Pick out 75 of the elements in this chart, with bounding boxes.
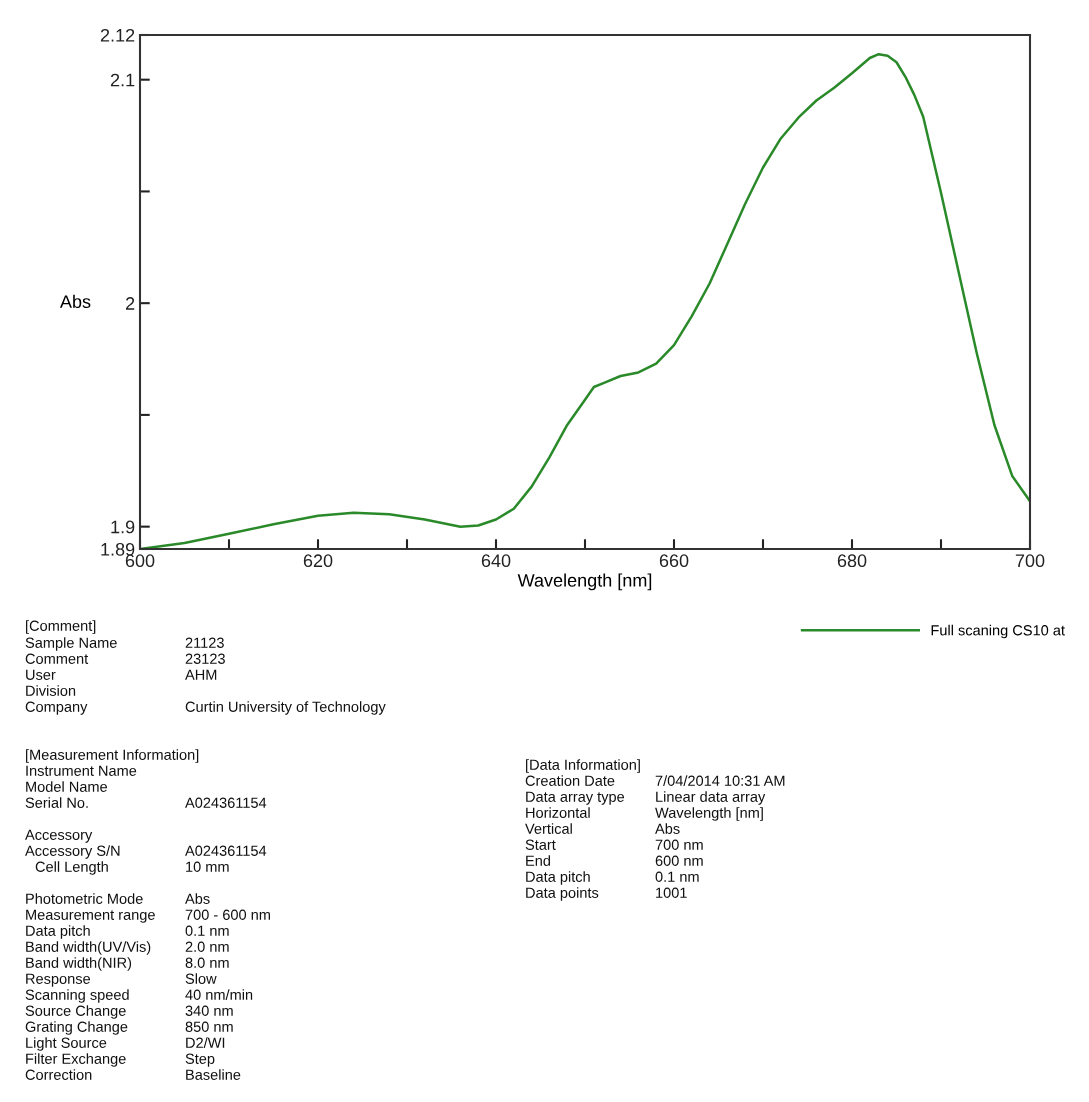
text: Curtin University of Technology bbox=[185, 701, 386, 715]
x-tick-label: 640 bbox=[481, 554, 511, 568]
text: Vertical bbox=[525, 823, 572, 834]
text: [Comment] bbox=[26, 620, 96, 634]
text: Linear data array bbox=[656, 791, 766, 805]
x-tick-label: 600 bbox=[125, 554, 155, 568]
text: 0.1 nm bbox=[185, 925, 229, 936]
text: Accessory S/N bbox=[25, 845, 120, 859]
text: 600 nm bbox=[655, 855, 703, 866]
source-note: Source Change bbox=[25, 1005, 126, 1019]
text: End bbox=[526, 855, 551, 866]
y-tick-label: 2.12 bbox=[100, 28, 135, 42]
text: Measurement range bbox=[26, 909, 155, 923]
text: 8.0 nm bbox=[185, 957, 229, 968]
text: 340 nm bbox=[185, 1005, 233, 1016]
text: 21123 bbox=[185, 637, 224, 648]
text: Instrument Name bbox=[26, 765, 137, 776]
text: 850 nm bbox=[185, 1021, 233, 1032]
text: 0.1 nm bbox=[655, 871, 699, 882]
text: Accessory bbox=[25, 829, 93, 843]
text: Creation Date bbox=[525, 775, 615, 786]
text: Data pitch bbox=[526, 871, 590, 885]
text: Data points bbox=[526, 887, 599, 901]
y-tick-label: 1.9 bbox=[111, 520, 135, 534]
text: Sample Name bbox=[25, 637, 117, 651]
text: [Measurement Information] bbox=[26, 749, 199, 763]
x-tick-label: 700 bbox=[1015, 554, 1045, 568]
text: A024361154 bbox=[185, 797, 267, 808]
text: Data pitch bbox=[26, 925, 90, 939]
text: Band width(UV/Vis) bbox=[26, 941, 151, 955]
text: Slow bbox=[185, 973, 217, 984]
text: Filter Exchange bbox=[26, 1053, 126, 1067]
text: 10 mm bbox=[186, 861, 229, 872]
text: Start bbox=[525, 839, 556, 850]
text: A024361154 bbox=[185, 845, 267, 856]
text: 700 nm bbox=[655, 839, 703, 850]
text: Data array type bbox=[526, 791, 625, 805]
y-axis-title: Abs bbox=[59, 294, 91, 309]
text: D2/WI bbox=[186, 1037, 225, 1048]
text: Step bbox=[185, 1053, 215, 1067]
text: Grating Change bbox=[25, 1021, 128, 1035]
text: 40 nm/min bbox=[185, 989, 253, 1000]
x-tick-label: 660 bbox=[659, 554, 689, 568]
text: Light Source bbox=[26, 1037, 107, 1051]
text: Serial No. bbox=[25, 797, 88, 808]
text: Model Name bbox=[26, 781, 108, 792]
text: 23123 bbox=[185, 653, 225, 664]
text: Company bbox=[25, 701, 88, 715]
y-tick-label: 1.89 bbox=[101, 542, 135, 556]
text: Response bbox=[26, 973, 91, 987]
text: Band width(NIR) bbox=[26, 957, 132, 971]
text: Comment bbox=[25, 653, 89, 664]
text: 1001 bbox=[656, 887, 687, 898]
text: 700 - 600 nm bbox=[185, 909, 270, 920]
text: AHM bbox=[185, 669, 217, 680]
text: Correction bbox=[25, 1069, 92, 1080]
text: Abs bbox=[185, 893, 210, 904]
text: Cell Length bbox=[35, 861, 108, 875]
text: 7/04/2014 10:31 AM bbox=[655, 775, 785, 786]
text: User bbox=[26, 669, 56, 680]
text: Full scaning CS10 at bbox=[931, 624, 1065, 639]
x-tick-label: 680 bbox=[837, 554, 867, 568]
x-axis-title: Wavelength [nm] bbox=[517, 573, 652, 591]
text: Abs bbox=[655, 823, 680, 834]
text: 2.0 nm bbox=[185, 941, 229, 952]
x-tick-label: 620 bbox=[303, 554, 333, 568]
text: Baseline bbox=[186, 1069, 241, 1080]
y-tick-label: 2.1 bbox=[110, 73, 135, 87]
text: Horizontal bbox=[526, 807, 590, 818]
text: Photometric Mode bbox=[26, 893, 143, 904]
text: [Data Information] bbox=[526, 759, 640, 773]
y-tick-label: 2 bbox=[126, 297, 135, 310]
text: Wavelength [nm] bbox=[655, 807, 763, 821]
text: Division bbox=[26, 685, 76, 696]
text: Scanning speed bbox=[25, 989, 129, 1003]
